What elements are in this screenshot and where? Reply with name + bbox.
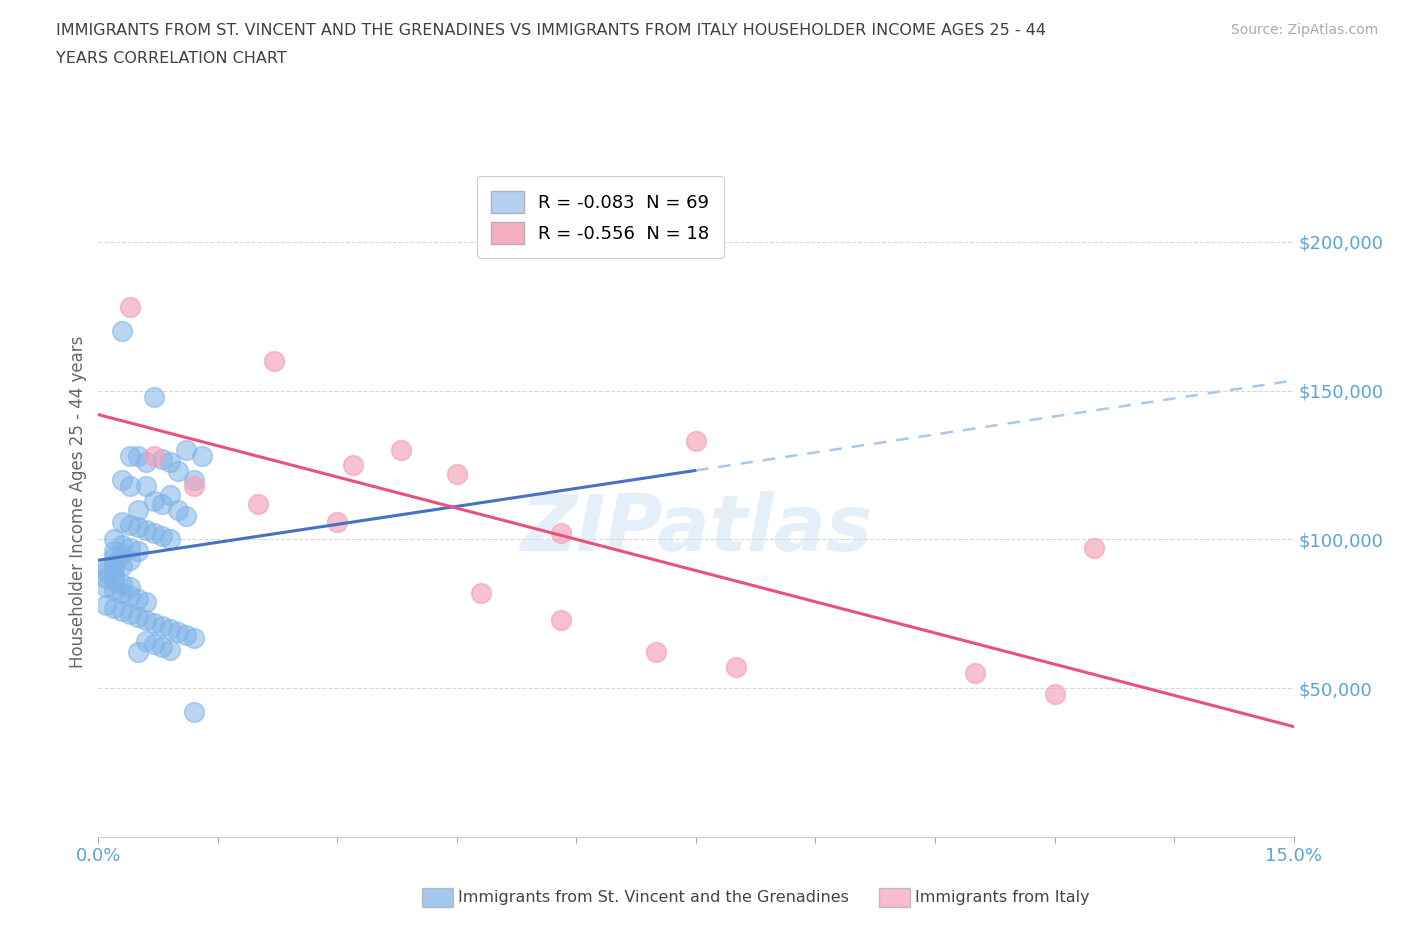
Point: [127, 544, 149, 559]
Point: [159, 642, 181, 657]
Point: [246, 497, 269, 512]
Text: Source: ZipAtlas.com: Source: ZipAtlas.com: [1230, 23, 1378, 37]
Point: [127, 502, 149, 517]
Point: [724, 660, 747, 675]
Point: [135, 478, 157, 493]
Point: [550, 526, 572, 541]
Point: [127, 645, 149, 660]
Point: [103, 574, 125, 589]
Point: [103, 544, 125, 559]
Point: [685, 433, 707, 448]
Point: [135, 523, 157, 538]
Point: [143, 493, 166, 508]
Point: [127, 448, 149, 463]
Point: [103, 532, 125, 547]
Point: [143, 636, 166, 651]
Point: [111, 547, 134, 562]
Point: [111, 577, 134, 591]
Point: [103, 601, 125, 616]
Point: [167, 624, 190, 639]
Point: [143, 526, 166, 541]
Point: [111, 514, 134, 529]
Point: [96, 579, 118, 594]
Point: [263, 353, 285, 368]
Point: [342, 458, 364, 472]
Point: [143, 616, 166, 631]
Point: [127, 609, 149, 624]
Point: [159, 455, 181, 470]
Point: [111, 472, 134, 487]
Point: [326, 514, 349, 529]
Text: YEARS CORRELATION CHART: YEARS CORRELATION CHART: [56, 51, 287, 66]
Legend: R = -0.083  N = 69, R = -0.556  N = 18: R = -0.083 N = 69, R = -0.556 N = 18: [477, 177, 724, 259]
Point: [183, 705, 205, 720]
Point: [127, 520, 149, 535]
Point: [96, 571, 118, 586]
Point: [550, 612, 572, 627]
Point: [150, 452, 173, 467]
Point: [111, 586, 134, 601]
Point: [174, 508, 197, 523]
Point: [103, 562, 125, 577]
Point: [96, 565, 118, 579]
Point: [127, 591, 149, 606]
Point: [103, 556, 125, 571]
Point: [159, 487, 181, 502]
Point: [120, 517, 142, 532]
Point: [103, 567, 125, 582]
Point: [111, 604, 134, 618]
Point: [150, 497, 173, 512]
Point: [103, 550, 125, 565]
Point: [111, 559, 134, 574]
Point: [645, 645, 668, 660]
Point: [150, 639, 173, 654]
Point: [150, 529, 173, 544]
Text: ZIPatlas: ZIPatlas: [520, 491, 872, 567]
Point: [120, 606, 142, 621]
Point: [150, 618, 173, 633]
Point: [111, 538, 134, 552]
Text: Immigrants from Italy: Immigrants from Italy: [915, 890, 1090, 905]
Point: [135, 612, 157, 627]
Point: [135, 594, 157, 609]
Point: [1043, 686, 1066, 701]
Point: [120, 579, 142, 594]
Point: [191, 448, 214, 463]
Text: Immigrants from St. Vincent and the Grenadines: Immigrants from St. Vincent and the Gren…: [458, 890, 849, 905]
Point: [143, 389, 166, 404]
Point: [120, 589, 142, 604]
Point: [96, 562, 118, 577]
Point: [183, 478, 205, 493]
Point: [174, 627, 197, 642]
Point: [120, 448, 142, 463]
Point: [120, 552, 142, 567]
Point: [446, 467, 468, 482]
Point: [120, 541, 142, 556]
Point: [120, 478, 142, 493]
Point: [167, 463, 190, 478]
Point: [1083, 541, 1105, 556]
Point: [470, 586, 492, 601]
Point: [159, 532, 181, 547]
Point: [389, 443, 412, 458]
Point: [963, 666, 986, 681]
Point: [120, 299, 142, 314]
Point: [143, 448, 166, 463]
Point: [183, 472, 205, 487]
Text: IMMIGRANTS FROM ST. VINCENT AND THE GRENADINES VS IMMIGRANTS FROM ITALY HOUSEHOL: IMMIGRANTS FROM ST. VINCENT AND THE GREN…: [56, 23, 1046, 38]
Point: [111, 324, 134, 339]
Point: [135, 633, 157, 648]
Point: [159, 621, 181, 636]
Y-axis label: Householder Income Ages 25 - 44 years: Householder Income Ages 25 - 44 years: [69, 336, 87, 669]
Point: [174, 443, 197, 458]
Point: [103, 582, 125, 597]
Point: [167, 502, 190, 517]
Point: [135, 455, 157, 470]
Point: [96, 597, 118, 612]
Point: [183, 631, 205, 645]
